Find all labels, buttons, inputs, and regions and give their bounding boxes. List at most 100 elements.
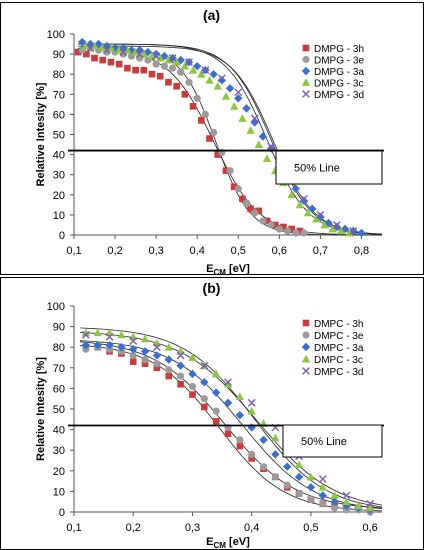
data-point — [224, 430, 232, 438]
data-point — [135, 45, 144, 55]
data-point — [340, 224, 350, 234]
data-point — [124, 64, 131, 72]
data-point — [295, 489, 303, 498]
data-point — [86, 39, 95, 49]
data-point — [93, 340, 102, 350]
reference-line-label: 50% Line — [294, 163, 340, 175]
x-tick-label: 0,5 — [303, 522, 318, 534]
data-point — [188, 353, 197, 361]
data-point — [230, 183, 238, 191]
data-point — [229, 102, 239, 110]
panel-a: (a) 0 10 20 30 40 50 60 70 80 90 100 0,1 0,2 0,3 0,4 0,5… — [0, 2, 424, 277]
y-tick-label: 100 — [47, 301, 65, 313]
data-point — [357, 228, 366, 238]
data-point — [81, 330, 90, 339]
data-point — [123, 45, 132, 54]
data-point — [234, 94, 243, 103]
y-tick-label: 0 — [59, 507, 65, 519]
data-point — [259, 435, 268, 445]
data-point — [82, 41, 91, 50]
data-point — [209, 70, 218, 79]
data-point — [193, 61, 202, 71]
data-point — [295, 200, 305, 209]
data-point — [106, 43, 116, 52]
legend-marker — [302, 90, 310, 98]
data-point — [296, 227, 304, 235]
y-tick-label: 10 — [53, 210, 65, 222]
data-point — [117, 330, 126, 339]
data-point — [189, 391, 196, 398]
data-point — [148, 70, 156, 78]
data-point — [294, 460, 304, 469]
data-point — [132, 66, 139, 74]
data-point — [153, 360, 161, 368]
data-point — [283, 481, 291, 489]
data-point — [318, 491, 327, 500]
fit-curve — [79, 332, 383, 506]
data-point — [300, 229, 308, 237]
data-point — [287, 190, 296, 199]
data-point — [165, 372, 173, 380]
legend-marker — [302, 331, 310, 339]
y-axis-label: Relative Intesity [%] — [35, 357, 47, 461]
data-point — [160, 62, 168, 70]
data-point — [320, 220, 329, 229]
x-axis-label-unit: [eV] — [226, 536, 250, 548]
data-point — [248, 455, 255, 462]
data-point — [223, 380, 233, 388]
data-point — [242, 199, 251, 207]
data-point — [247, 205, 254, 213]
data-point — [141, 355, 149, 364]
data-point — [201, 403, 208, 411]
data-point — [247, 406, 256, 415]
fit-curve — [78, 43, 383, 235]
y-axis-label: Relative Intesity [%] — [35, 82, 47, 186]
data-point — [201, 66, 210, 75]
data-point — [140, 334, 150, 343]
data-point — [319, 500, 327, 508]
data-point — [236, 436, 244, 444]
data-point — [235, 410, 245, 420]
data-point — [354, 501, 363, 510]
data-point — [197, 70, 206, 78]
data-point — [94, 39, 103, 49]
data-point — [332, 221, 341, 229]
data-point — [239, 195, 246, 203]
data-point — [224, 378, 232, 387]
panel-label: (a) — [203, 7, 220, 23]
data-point — [344, 228, 354, 237]
legend-marker — [301, 354, 311, 363]
data-point — [188, 382, 197, 390]
data-point — [294, 472, 304, 482]
data-point — [291, 184, 300, 193]
data-point — [105, 340, 114, 350]
data-point — [129, 358, 137, 365]
data-point — [307, 496, 315, 504]
legend-marker — [301, 78, 311, 86]
data-point — [222, 167, 230, 174]
data-point — [267, 142, 276, 151]
data-point — [188, 369, 197, 379]
data-point — [212, 418, 220, 425]
legend-label: DMPG - 3h — [314, 44, 364, 55]
y-tick-label: 60 — [53, 109, 65, 121]
legend-label: DMPG - 3e — [314, 56, 364, 67]
data-point — [185, 58, 193, 67]
series-dmpg-3d — [86, 44, 358, 235]
data-point — [86, 44, 95, 52]
x-axis-label-main: E — [206, 536, 213, 548]
x-tick-label: 0,2 — [107, 245, 122, 257]
legend-marker — [301, 66, 311, 76]
data-point — [117, 343, 126, 352]
data-point — [225, 84, 235, 93]
data-point — [217, 76, 227, 85]
data-point — [342, 491, 351, 500]
y-tick-label: 50 — [53, 404, 65, 416]
fit-curve — [78, 45, 383, 235]
data-point — [328, 224, 337, 233]
x-tick-label: 0,5 — [231, 245, 246, 257]
data-point — [177, 372, 185, 380]
y-tick-label: 90 — [53, 49, 65, 61]
